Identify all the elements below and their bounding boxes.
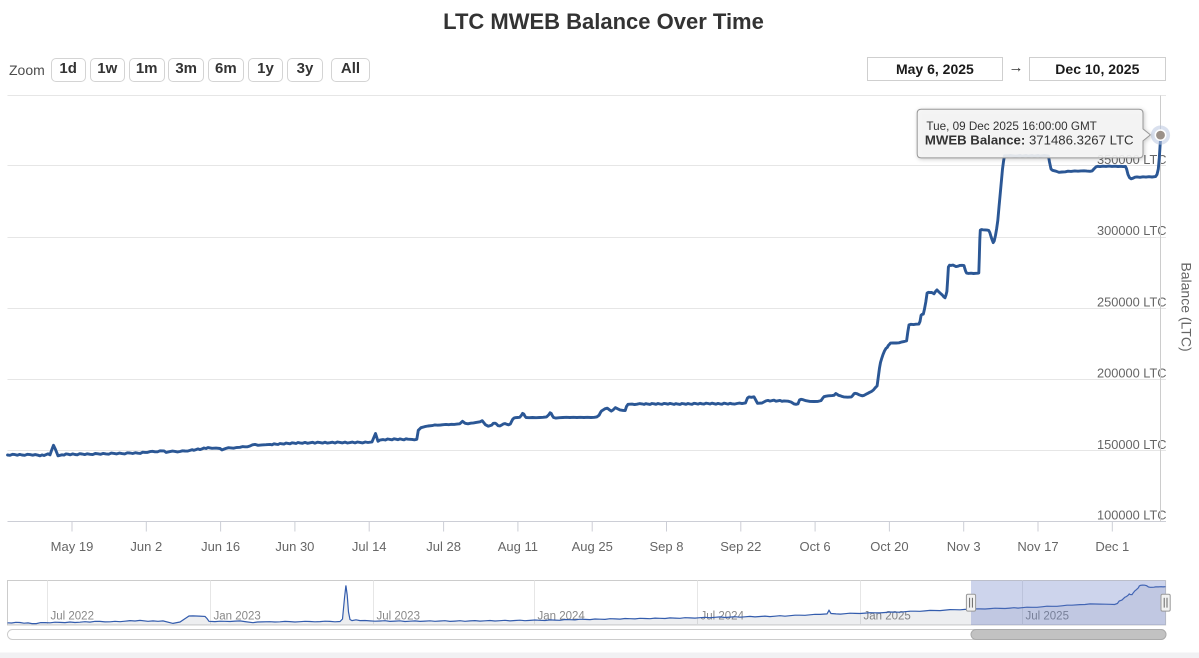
svg-text:Jul 14: Jul 14 — [352, 539, 387, 554]
svg-text:Jan 2023: Jan 2023 — [214, 611, 261, 623]
svg-text:Aug 25: Aug 25 — [572, 539, 613, 554]
svg-text:Jul 28: Jul 28 — [426, 539, 461, 554]
svg-text:300000 LTC: 300000 LTC — [1097, 223, 1166, 238]
svg-text:May 19: May 19 — [51, 539, 94, 554]
svg-text:Jul 2023: Jul 2023 — [377, 611, 420, 623]
svg-text:Jan 2025: Jan 2025 — [864, 611, 911, 623]
svg-text:Tue, 09 Dec 2025 16:00:00 GMT: Tue, 09 Dec 2025 16:00:00 GMT — [926, 120, 1096, 133]
svg-text:250000 LTC: 250000 LTC — [1097, 294, 1166, 309]
svg-text:200000 LTC: 200000 LTC — [1097, 366, 1166, 381]
svg-text:100000 LTC: 100000 LTC — [1097, 508, 1166, 523]
svg-text:Nov 17: Nov 17 — [1017, 539, 1058, 554]
svg-text:Jun 16: Jun 16 — [201, 539, 240, 554]
svg-text:Jun 30: Jun 30 — [275, 539, 314, 554]
svg-text:Balance (LTC): Balance (LTC) — [1179, 262, 1195, 351]
svg-text:MWEB Balance: 371486.3267 LTC: MWEB Balance: 371486.3267 LTC — [925, 133, 1134, 148]
svg-text:Jul 2025: Jul 2025 — [1026, 611, 1069, 623]
svg-text:Nov 3: Nov 3 — [947, 539, 981, 554]
svg-text:Sep 22: Sep 22 — [720, 539, 761, 554]
svg-text:Oct 20: Oct 20 — [870, 539, 908, 554]
svg-text:Dec 1: Dec 1 — [1095, 539, 1129, 554]
svg-text:Jul 2022: Jul 2022 — [51, 611, 94, 623]
svg-text:Oct 6: Oct 6 — [800, 539, 831, 554]
svg-text:Aug 11: Aug 11 — [498, 539, 538, 554]
svg-text:Sep 8: Sep 8 — [650, 539, 684, 554]
svg-text:Jul 2024: Jul 2024 — [701, 611, 745, 623]
svg-text:Jun 2: Jun 2 — [130, 539, 162, 554]
svg-text:150000 LTC: 150000 LTC — [1097, 437, 1166, 452]
